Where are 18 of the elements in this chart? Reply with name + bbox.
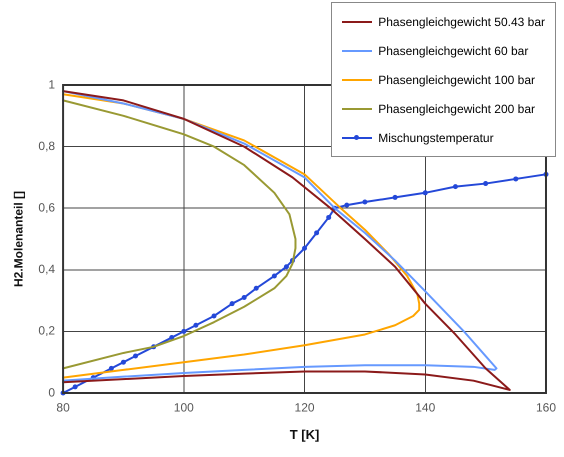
x-axis-title: T [K] [290, 426, 320, 442]
x-tick-label: 80 [56, 400, 70, 415]
x-tick-label: 140 [415, 400, 436, 415]
x-tick-label: 100 [174, 400, 194, 415]
y-tick-label: 0,6 [38, 200, 56, 215]
legend-label: Phasengleichgewicht 50.43 bar [378, 14, 545, 28]
y-tick-label: 0,8 [38, 138, 56, 153]
x-tick-label: 120 [294, 400, 315, 415]
y-tick-label: 0,4 [38, 262, 56, 276]
y-tick-label: 1 [48, 77, 56, 92]
legend-label: Mischungstemperatur [378, 130, 494, 144]
legend-label: Phasengleichgewicht 60 bar [378, 44, 528, 58]
y-tick-label: 0 [48, 385, 56, 400]
x-tick-label: 160 [536, 400, 556, 415]
y-tick-label: 0,2 [38, 324, 56, 338]
legend-label: Phasengleichgewicht 200 bar [378, 102, 535, 116]
y-axis-title: H2.Molenanteil [] [12, 190, 26, 288]
legend-label: Phasengleichgewicht 100 bar [378, 72, 535, 86]
